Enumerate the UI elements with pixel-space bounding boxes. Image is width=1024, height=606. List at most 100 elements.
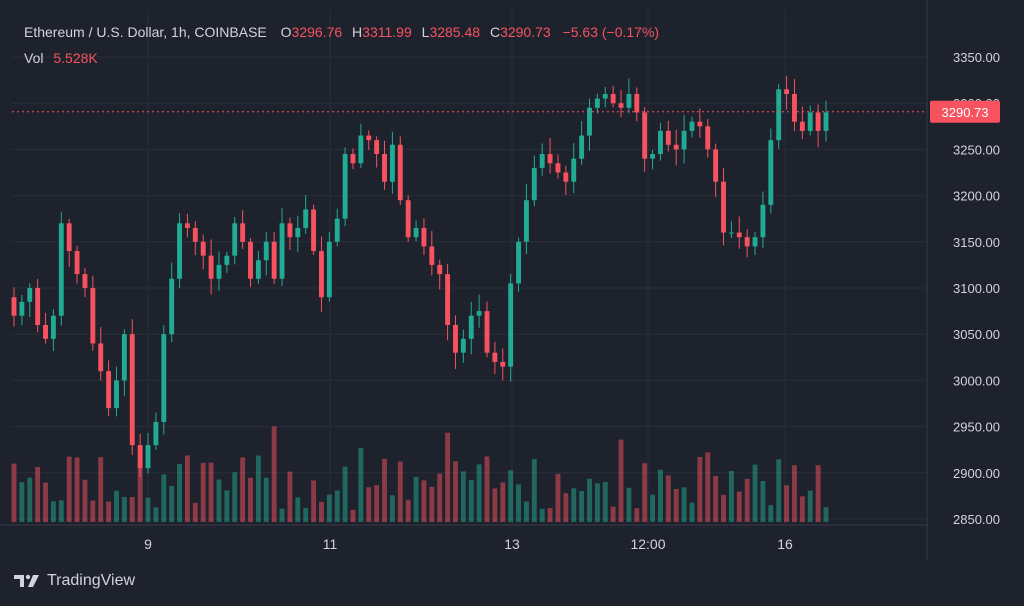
candle-body[interactable] (90, 288, 96, 344)
candle-body[interactable] (374, 140, 380, 155)
candle-body[interactable] (334, 218, 340, 242)
candle-body[interactable] (587, 107, 592, 136)
candle-body[interactable] (815, 112, 821, 131)
candle-body[interactable] (192, 227, 198, 242)
candle-body[interactable] (792, 93, 797, 122)
candle-body[interactable] (713, 149, 719, 182)
candle-body[interactable] (626, 93, 632, 108)
candle-body[interactable] (184, 223, 190, 228)
candle-body[interactable] (799, 121, 805, 131)
candle-body[interactable] (807, 112, 813, 131)
candle-body[interactable] (681, 130, 687, 150)
candle-body[interactable] (429, 246, 435, 265)
candle-body[interactable] (610, 93, 616, 104)
candle-body[interactable] (27, 288, 33, 302)
candle-body[interactable] (50, 315, 56, 339)
candle-body[interactable] (66, 223, 72, 252)
tradingview-brand[interactable]: TradingView (14, 572, 135, 590)
candle-body[interactable] (823, 112, 829, 131)
candle-body[interactable] (673, 144, 679, 150)
candle-body[interactable] (271, 241, 277, 279)
candle-body[interactable] (121, 334, 127, 381)
candle-body[interactable] (760, 204, 766, 238)
candle-body[interactable] (169, 278, 175, 335)
candle-body[interactable] (736, 232, 742, 238)
candle-body[interactable] (224, 255, 230, 265)
candle-body[interactable] (137, 445, 143, 469)
candle-body[interactable] (287, 223, 293, 238)
candle-body[interactable] (366, 135, 372, 141)
candle-body[interactable] (350, 154, 356, 164)
candle-body[interactable] (768, 140, 774, 205)
candle-body[interactable] (445, 274, 451, 325)
candle-body[interactable] (563, 172, 569, 182)
candle-body[interactable] (200, 241, 206, 256)
candle-body[interactable] (697, 121, 703, 127)
candle-body[interactable] (500, 361, 506, 367)
candle-body[interactable] (492, 352, 498, 362)
candle-body[interactable] (689, 121, 695, 131)
candle-body[interactable] (114, 380, 119, 409)
candle-body[interactable] (248, 241, 253, 279)
candle-body[interactable] (634, 93, 640, 113)
candle-body[interactable] (665, 130, 671, 145)
candle-body[interactable] (208, 255, 214, 279)
candle-body[interactable] (728, 232, 734, 234)
candle-body[interactable] (476, 311, 482, 316)
candle-body[interactable] (358, 135, 364, 164)
candle-body[interactable] (784, 89, 790, 94)
candle-body[interactable] (516, 241, 521, 284)
candle-body[interactable] (177, 223, 182, 279)
candle-body[interactable] (571, 158, 577, 182)
candle-body[interactable] (642, 112, 648, 159)
candle-body[interactable] (618, 103, 624, 108)
candle-body[interactable] (58, 223, 64, 316)
candle-body[interactable] (421, 227, 427, 247)
candle-body[interactable] (453, 324, 458, 353)
candle-body[interactable] (531, 167, 537, 201)
candle-body[interactable] (658, 130, 663, 155)
candle-body[interactable] (319, 251, 324, 298)
candle-body[interactable] (303, 209, 309, 228)
candle-body[interactable] (153, 421, 159, 446)
candle-body[interactable] (11, 297, 17, 316)
candle-body[interactable] (437, 264, 443, 275)
candle-body[interactable] (413, 227, 419, 238)
last-price-tag[interactable] (930, 100, 1000, 123)
candle-body[interactable] (744, 237, 750, 247)
candle-body[interactable] (74, 251, 80, 275)
candle-body[interactable] (255, 260, 261, 279)
candle-body[interactable] (460, 338, 466, 353)
candle-body[interactable] (721, 181, 726, 233)
candle-body[interactable] (342, 154, 348, 219)
candle-body[interactable] (382, 154, 387, 182)
candle-body[interactable] (311, 209, 317, 252)
candle-body[interactable] (106, 371, 112, 409)
candle-body[interactable] (468, 315, 474, 339)
candle-body[interactable] (161, 334, 167, 422)
candle-body[interactable] (555, 163, 561, 173)
candle-body[interactable] (82, 274, 88, 288)
candle-body[interactable] (602, 93, 608, 99)
symbol-title[interactable]: Ethereum / U.S. Dollar, 1h, COINBASE (24, 24, 267, 40)
candle-body[interactable] (594, 98, 600, 108)
candle-body[interactable] (752, 237, 758, 247)
candle-body[interactable] (35, 288, 41, 325)
candle-body[interactable] (232, 223, 238, 256)
candle-body[interactable] (776, 89, 782, 141)
candle-body[interactable] (216, 264, 222, 279)
candle-body[interactable] (263, 241, 269, 261)
candle-body[interactable] (279, 223, 285, 279)
candle-body[interactable] (539, 154, 545, 168)
candle-body[interactable] (650, 154, 656, 159)
candle-body[interactable] (405, 200, 411, 238)
candle-body[interactable] (240, 223, 246, 242)
candle-body[interactable] (397, 144, 403, 201)
candle-body[interactable] (43, 324, 48, 339)
candle-body[interactable] (484, 311, 490, 353)
candle-body[interactable] (705, 126, 711, 150)
candle-body[interactable] (579, 135, 585, 159)
candle-body[interactable] (129, 334, 135, 446)
candle-body[interactable] (98, 343, 104, 372)
